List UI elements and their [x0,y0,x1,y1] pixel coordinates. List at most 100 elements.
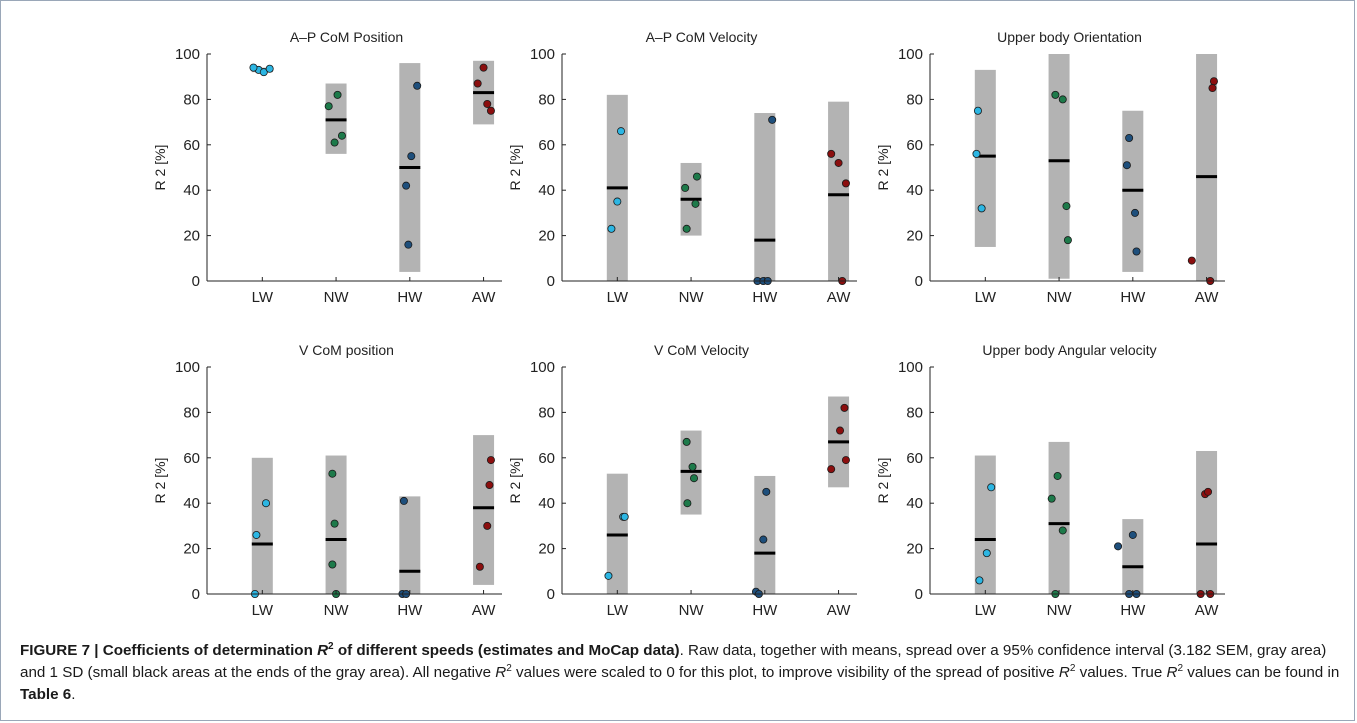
x-tick-label: NW [1047,602,1073,619]
y-tick-label: 60 [906,137,923,154]
ci-area [1196,54,1218,281]
x-tick-label: HW [752,602,778,619]
ci-area [1122,519,1144,594]
y-tick-label: 100 [175,359,200,376]
y-tick-label: 100 [175,46,200,63]
y-tick-label: 0 [547,586,555,603]
data-point [682,437,691,446]
y-axis-label: R 2 [%] [507,458,523,504]
data-point [1062,202,1071,211]
y-tick-label: 80 [538,404,555,421]
data-point [479,63,488,72]
x-tick-label: AW [1195,602,1219,619]
data-point [1114,542,1123,551]
data-point [683,499,692,508]
x-tick-label: AW [472,289,496,306]
data-point [407,152,416,161]
y-tick-label: 100 [898,359,923,376]
data-point [324,102,333,111]
data-point [1053,471,1062,480]
data-point [836,426,845,435]
data-point [1132,247,1141,256]
y-tick-label: 60 [183,137,200,154]
data-point [1131,208,1140,217]
x-tick-label: AW [827,602,851,619]
data-point [485,481,494,490]
caption-table-ref: Table 6 [20,686,72,703]
y-tick-label: 20 [538,541,555,558]
data-point [692,172,701,181]
x-tick-label: LW [252,289,274,306]
data-point [975,576,984,585]
x-tick-label: NW [679,289,705,306]
data-point [617,127,626,136]
x-tick-label: LW [252,602,274,619]
caption-title-rest: of different speeds (estimates and MoCap… [333,642,680,659]
caption-text-3: values. True [1075,664,1167,681]
x-tick-label: LW [607,289,629,306]
figure-charts: 0 20 40 60 80 100 LW NW HW AW A–P CoM Position R 2 … [152,29,1225,619]
chart-title: A–P CoM Position [290,29,403,45]
y-tick-label: 100 [530,359,555,376]
y-tick-label: 60 [906,450,923,467]
data-point [252,530,261,539]
x-tick-label: NW [324,289,350,306]
caption-text-1: . Raw data, together with means, spread … [20,642,1327,681]
data-point [249,63,258,72]
data-point [604,571,613,580]
y-tick-label: 0 [547,273,555,290]
data-point [690,474,699,483]
caption-sup-b: 2 [1069,662,1076,674]
data-point [1187,256,1196,265]
x-tick-label: LW [607,602,629,619]
ci-area [974,455,996,594]
data-point [1204,487,1213,496]
chart-panel-6: 0 20 40 60 80 100 LW NW HW AW Upper body Angular v… [875,342,1225,619]
data-point [333,90,342,99]
data-point [607,224,616,233]
data-point [473,79,482,88]
caption-sup-c: 2 [1177,662,1184,674]
caption-sup: 2 [328,640,334,652]
data-point [337,131,346,140]
chart-panel-2: 0 20 40 60 80 100 LW NW HW AW A–P CoM Velocity R 2 … [507,29,857,306]
data-point [1122,161,1131,170]
caption-label: FIGURE 7 | Coefficients of determination [20,642,318,659]
figure-caption: FIGURE 7 | Coefficients of determination… [20,640,1340,706]
caption-text-2: values were scaled to 0 for this plot, t… [511,664,1059,681]
chart-title: Upper body Angular velocity [982,342,1156,358]
data-point [261,499,270,508]
data-point [972,149,981,158]
y-tick-label: 80 [906,91,923,108]
data-point [483,99,492,108]
chart-title: Upper body Orientation [997,29,1142,45]
caption-sup-a: 2 [506,662,512,674]
y-tick-label: 80 [538,91,555,108]
y-tick-label: 0 [915,586,923,603]
ci-area [399,496,421,594]
y-axis-label: R 2 [%] [507,145,523,191]
x-tick-label: AW [827,289,851,306]
y-tick-label: 60 [538,450,555,467]
data-point [681,183,690,192]
y-tick-label: 60 [538,137,555,154]
data-point [486,106,495,115]
y-tick-label: 80 [183,91,200,108]
y-tick-label: 20 [183,228,200,245]
data-point [330,138,339,147]
data-point [977,204,986,213]
data-point [1058,526,1067,535]
y-tick-label: 40 [538,495,555,512]
chart-title: V CoM position [299,342,394,358]
chart-title: A–P CoM Velocity [646,29,758,45]
chart-panel-5: 0 20 40 60 80 100 LW NW HW AW V CoM Velocity R 2 [%… [507,342,857,619]
data-point [265,64,274,73]
ci-area [754,113,776,282]
ci-area [251,457,273,594]
x-tick-label: HW [397,602,423,619]
data-point [328,560,337,569]
ci-area [1048,441,1070,594]
chart-title: V CoM Velocity [654,342,749,358]
ci-area [1048,54,1070,279]
